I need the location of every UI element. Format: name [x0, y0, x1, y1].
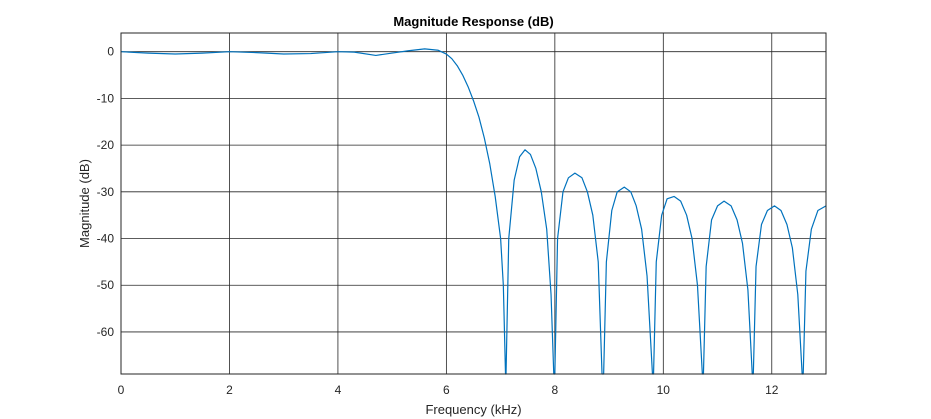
y-tick-label: 0 [107, 45, 114, 59]
magnitude-response-line [120, 48, 827, 375]
axes-box [120, 32, 827, 375]
y-tick-label: -30 [97, 185, 115, 199]
x-tick-label: 10 [657, 383, 671, 397]
grid-lines [120, 33, 826, 374]
plot-area [121, 33, 826, 374]
ticks: 0 2 4 6 8 10 12 0 -10 -20 -30 -40 -50 -60 [97, 45, 779, 397]
chart-title: Magnitude Response (dB) [393, 14, 553, 29]
y-tick-label: -20 [97, 138, 115, 152]
x-tick-label: 8 [552, 383, 559, 397]
x-tick-label: 0 [118, 383, 125, 397]
x-tick-label: 12 [765, 383, 779, 397]
y-axis-label: Magnitude (dB) [77, 159, 92, 248]
x-tick-label: 2 [226, 383, 233, 397]
y-tick-label: -10 [97, 91, 115, 105]
y-tick-label: -50 [97, 278, 115, 292]
y-tick-label: -40 [97, 232, 115, 246]
series-layer [120, 48, 827, 375]
x-axis-label: Frequency (kHz) [425, 402, 521, 417]
x-tick-label: 4 [335, 383, 342, 397]
x-tick-label: 6 [443, 383, 450, 397]
y-tick-label: -60 [97, 325, 115, 339]
